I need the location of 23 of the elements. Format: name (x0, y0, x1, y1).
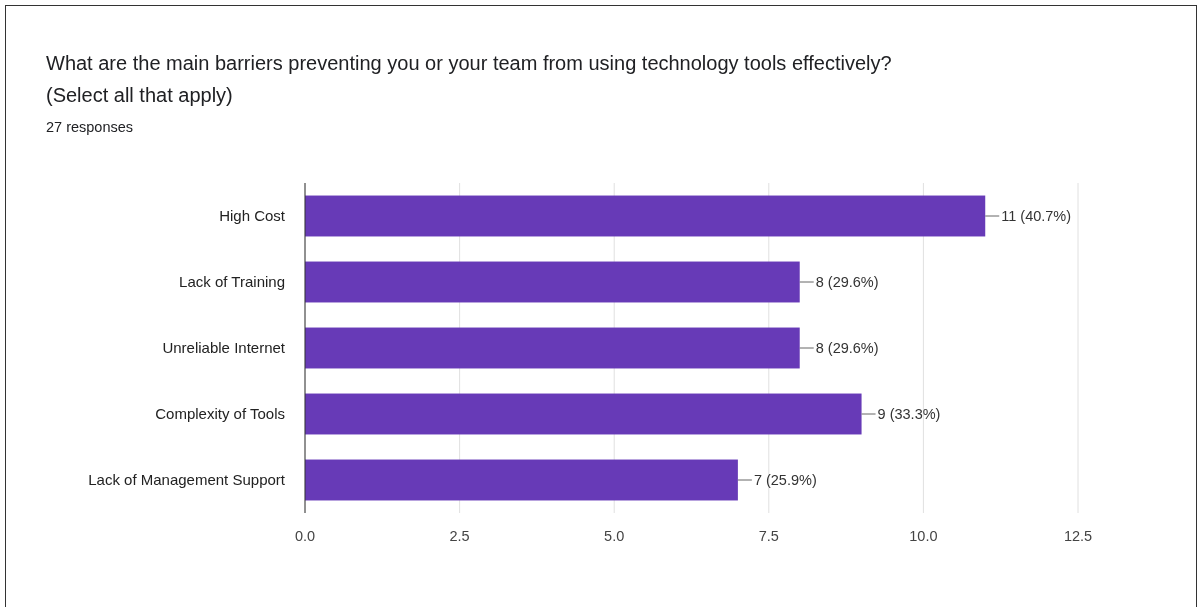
x-tick-label: 5.0 (604, 528, 625, 544)
y-tick-label: Complexity of Tools (155, 405, 285, 423)
x-tick-label: 0.0 (294, 528, 316, 544)
chart-title: What are the main barriers preventing you or your team from using technology tools effectively? (Select all that apply) (46, 52, 892, 106)
data-label: 7 (25.9%) (753, 472, 817, 489)
text: 27 responses (46, 119, 134, 135)
bar (305, 195, 986, 237)
x-tick-label: 2.5 (449, 528, 470, 544)
bar (305, 459, 738, 501)
data-label: 9 (33.3%) (877, 406, 941, 423)
data-label: 8 (29.6%) (815, 274, 879, 291)
data-label: 11 (40.7%) (1001, 208, 1072, 225)
y-tick-label: Lack of Management Support (88, 471, 286, 489)
bar (305, 393, 862, 435)
x-tick-label: 10.0 (909, 528, 938, 544)
x-tick-label: 12.5 (1063, 528, 1093, 544)
data-label: 8 (29.6%) (815, 340, 879, 357)
bar (305, 261, 800, 303)
y-tick-label: Lack of Training (179, 273, 285, 291)
y-tick-label: High Cost (219, 207, 286, 225)
y-tick-label: Unreliable Internet (162, 339, 286, 357)
x-tick-label: 7.5 (758, 528, 779, 544)
bar (305, 327, 800, 369)
